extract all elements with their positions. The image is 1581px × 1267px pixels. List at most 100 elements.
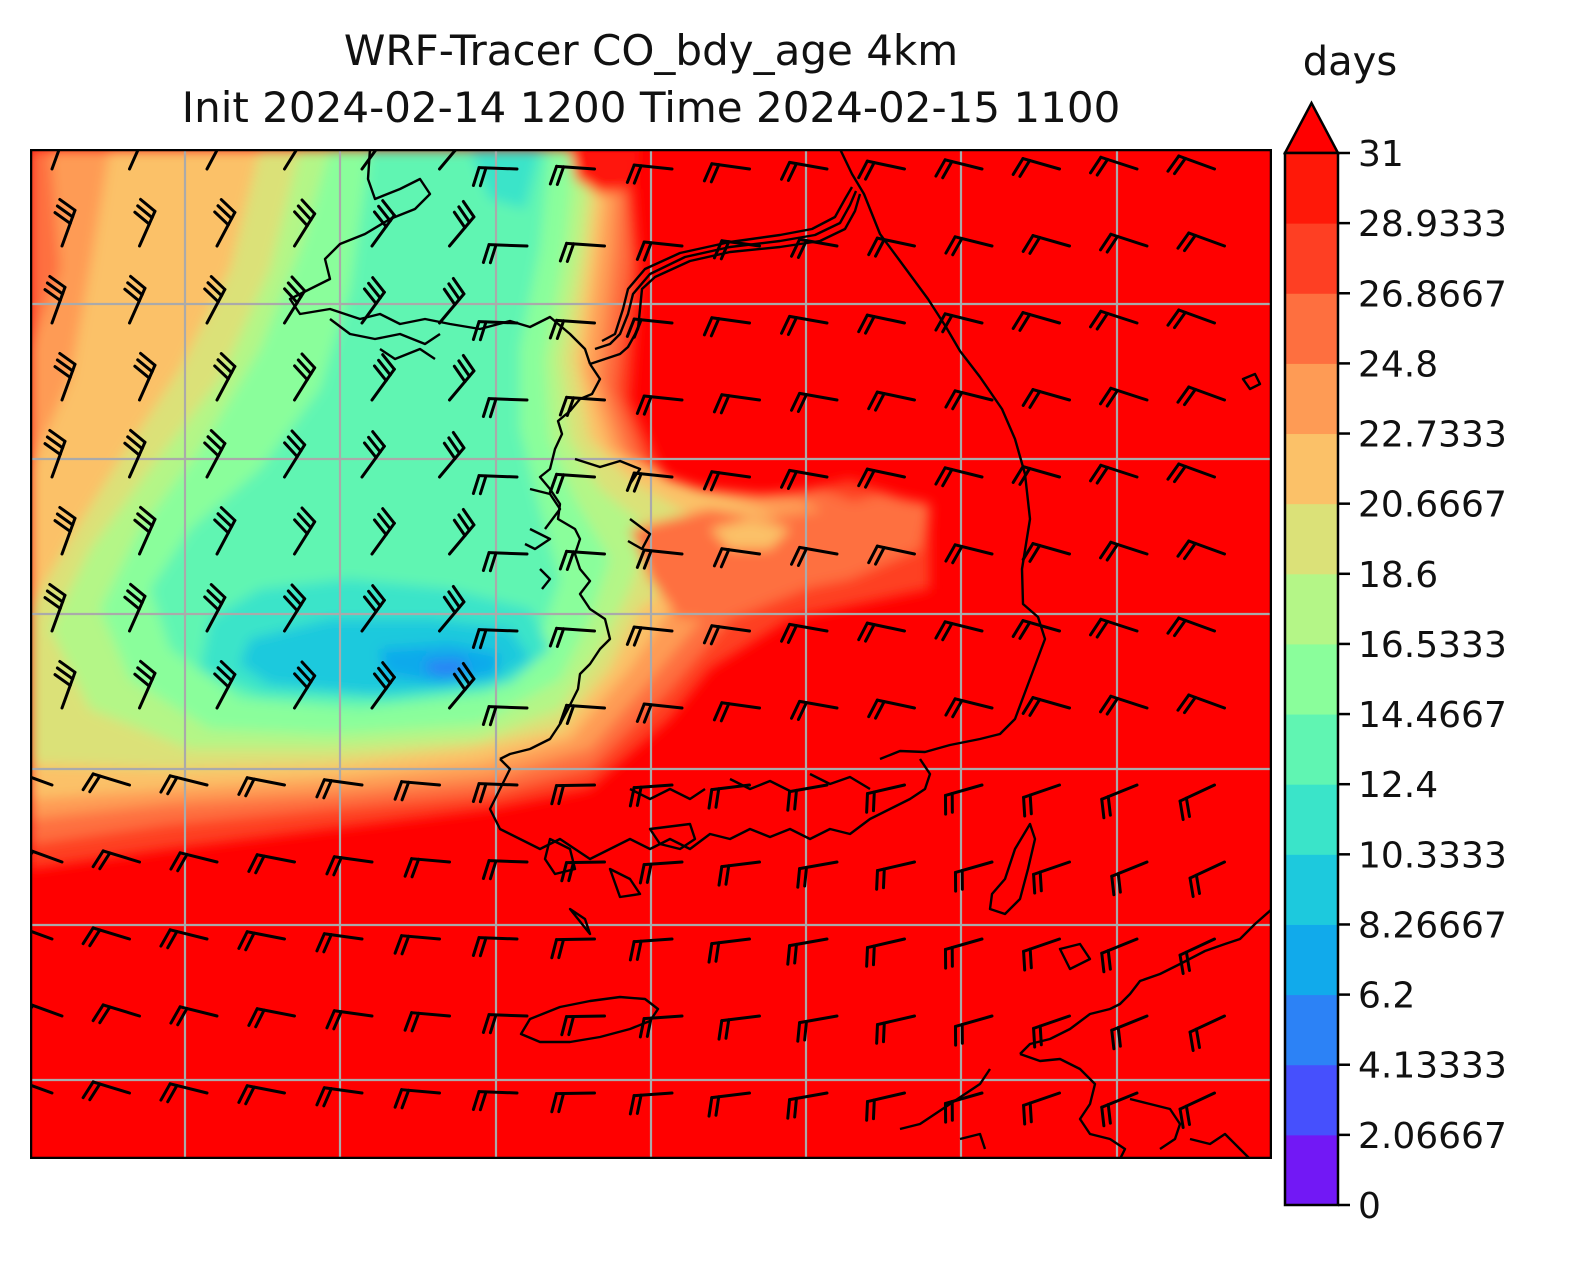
wind-barb	[780, 622, 829, 644]
wind-barb	[360, 584, 386, 633]
wind-barb	[438, 149, 466, 171]
wind-barb	[865, 783, 906, 814]
wind-barb	[865, 1091, 906, 1122]
wind-barb	[1099, 386, 1149, 408]
wind-barb	[934, 312, 984, 334]
colorbar-tick-label: 20.6667	[1358, 485, 1507, 526]
wind-barb	[53, 351, 77, 402]
colorbar-tick-label: 4.13333	[1358, 1046, 1507, 1087]
wind-barb	[133, 351, 157, 402]
wind-barb	[786, 937, 829, 966]
wind-barb	[707, 783, 751, 810]
wind-barb	[702, 162, 751, 184]
wind-barb	[1022, 783, 1061, 818]
wind-barb	[81, 772, 131, 794]
wind-barb	[857, 313, 906, 335]
wind-barb	[702, 624, 751, 646]
wind-barb	[1099, 694, 1149, 716]
wind-barb	[213, 660, 237, 710]
wind-barb	[1178, 1091, 1216, 1129]
wind-barb	[548, 318, 596, 340]
colorbar-tick-label: 18.6	[1358, 555, 1438, 596]
wind-barb	[934, 620, 984, 642]
wind-barbs	[30, 149, 1226, 1129]
wind-barb	[1176, 539, 1226, 561]
wind-barb	[628, 937, 674, 962]
colorbar-tick-label: 0	[1358, 1186, 1381, 1225]
wind-barb	[1089, 155, 1139, 177]
wind-barb	[635, 548, 684, 570]
wind-barb	[635, 240, 684, 262]
colorbar-swatch	[1285, 1134, 1338, 1206]
wind-barb	[213, 198, 237, 248]
wind-barb	[1100, 783, 1139, 820]
colorbar-swatch	[1285, 433, 1338, 505]
wind-barb	[247, 1007, 296, 1029]
wind-barb	[159, 928, 209, 950]
colorbar-swatch	[1285, 503, 1338, 575]
wind-barb	[934, 466, 984, 488]
wind-barb	[944, 389, 994, 411]
colorbar-swatch	[1285, 293, 1338, 364]
colorbar-tick-label: 22.7333	[1358, 415, 1507, 456]
wind-barb	[471, 320, 519, 342]
wind-barb	[370, 353, 396, 402]
wind-barb	[625, 471, 674, 493]
wind-barb	[213, 506, 237, 556]
wind-barb	[471, 1090, 519, 1112]
wind-barb	[169, 851, 219, 873]
wind-barb	[857, 467, 906, 489]
wind-barb	[203, 429, 227, 479]
wind-barb	[707, 1091, 751, 1118]
wind-barb	[867, 544, 916, 566]
wind-barb	[438, 430, 466, 479]
wind-barb	[283, 583, 307, 633]
wind-barb	[786, 1091, 829, 1120]
wind-barb	[481, 397, 529, 419]
wind-barb	[133, 505, 157, 556]
wind-barb	[943, 1091, 984, 1124]
wind-barb	[123, 274, 147, 325]
wind-barb	[712, 547, 761, 569]
wind-barb	[293, 660, 317, 710]
wind-barb	[283, 429, 307, 479]
colorbar-swatch	[1285, 714, 1338, 785]
colorbar-unit-label: days	[1302, 39, 1398, 85]
wind-barb	[128, 149, 147, 171]
wind-barb	[1178, 937, 1216, 975]
wind-barb	[944, 543, 994, 565]
wind-barb	[237, 1084, 286, 1106]
wind-barb	[43, 428, 67, 479]
wind-barb	[360, 430, 386, 479]
wind-barb	[481, 243, 529, 265]
wind-barb	[865, 937, 906, 968]
wind-barb	[471, 474, 519, 496]
wind-barb	[30, 770, 54, 787]
wind-barb	[370, 661, 396, 710]
wind-barb	[133, 659, 157, 710]
wind-barb	[393, 780, 441, 802]
wind-barb	[448, 199, 476, 248]
wind-barb	[638, 1014, 684, 1039]
wind-barb	[625, 317, 674, 339]
wind-barb	[625, 625, 674, 647]
wind-barb	[315, 932, 364, 954]
wind-barb	[558, 703, 606, 725]
wind-barb	[867, 698, 916, 720]
colorbar-swatch	[1285, 994, 1338, 1066]
wind-barb	[1176, 385, 1226, 407]
wind-barb	[1166, 616, 1216, 638]
wind-barb	[30, 1078, 54, 1095]
wind-barb	[360, 149, 386, 171]
wind-barb	[1099, 540, 1149, 562]
colorbar-swatch	[1285, 223, 1338, 294]
wind-barb	[1089, 617, 1139, 639]
wind-barb	[481, 859, 529, 881]
colorbar-tick-label: 26.8667	[1358, 274, 1507, 315]
wind-barb	[203, 275, 227, 325]
colorbar-swatches	[1282, 100, 1341, 1207]
colorbar-tick-label: 2.06667	[1358, 1116, 1507, 1157]
wind-barb	[213, 352, 237, 402]
colorbar-swatch	[1285, 784, 1338, 855]
wind-barb	[550, 1091, 596, 1114]
